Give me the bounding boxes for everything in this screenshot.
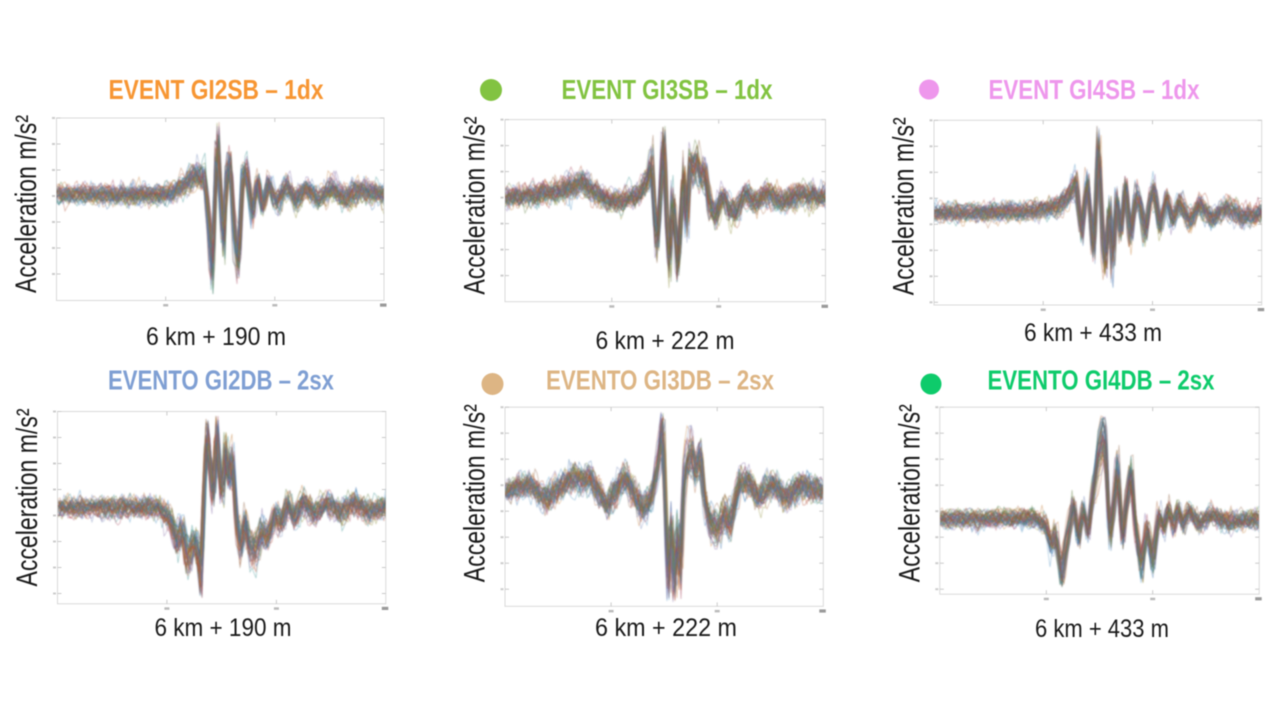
svg-text:Acceleration m/s²: Acceleration m/s² [11,409,44,587]
svg-text:EVENT GI3SB – 1dx: EVENT GI3SB – 1dx [562,74,773,105]
svg-text:6 km + 222 m: 6 km + 222 m [596,327,735,355]
svg-text:EVENTO GI4DB – 2sx: EVENTO GI4DB – 2sx [988,365,1215,396]
svg-text:6 km + 222 m: 6 km + 222 m [595,614,737,642]
svg-text:Acceleration m/s²: Acceleration m/s² [459,404,492,582]
svg-text:6 km + 190 m: 6 km + 190 m [146,323,286,351]
svg-text:Acceleration m/s²: Acceleration m/s² [893,404,926,582]
svg-text:Acceleration m/s²: Acceleration m/s² [10,115,43,293]
svg-text:EVENT GI4SB – 1dx: EVENT GI4SB – 1dx [989,74,1200,105]
svg-text:6 km + 433 m: 6 km + 433 m [1035,615,1169,643]
svg-text:EVENTO GI2DB – 2sx: EVENTO GI2DB – 2sx [108,365,334,396]
svg-text:EVENT GI2SB – 1dx: EVENT GI2SB – 1dx [109,74,324,105]
svg-text:Acceleration m/s²: Acceleration m/s² [888,117,921,295]
svg-text:EVENTO GI3DB – 2sx: EVENTO GI3DB – 2sx [546,365,774,396]
svg-text:6 km + 190 m: 6 km + 190 m [155,614,292,642]
svg-text:Acceleration m/s²: Acceleration m/s² [459,117,492,295]
svg-text:6 km + 433 m: 6 km + 433 m [1024,319,1162,347]
